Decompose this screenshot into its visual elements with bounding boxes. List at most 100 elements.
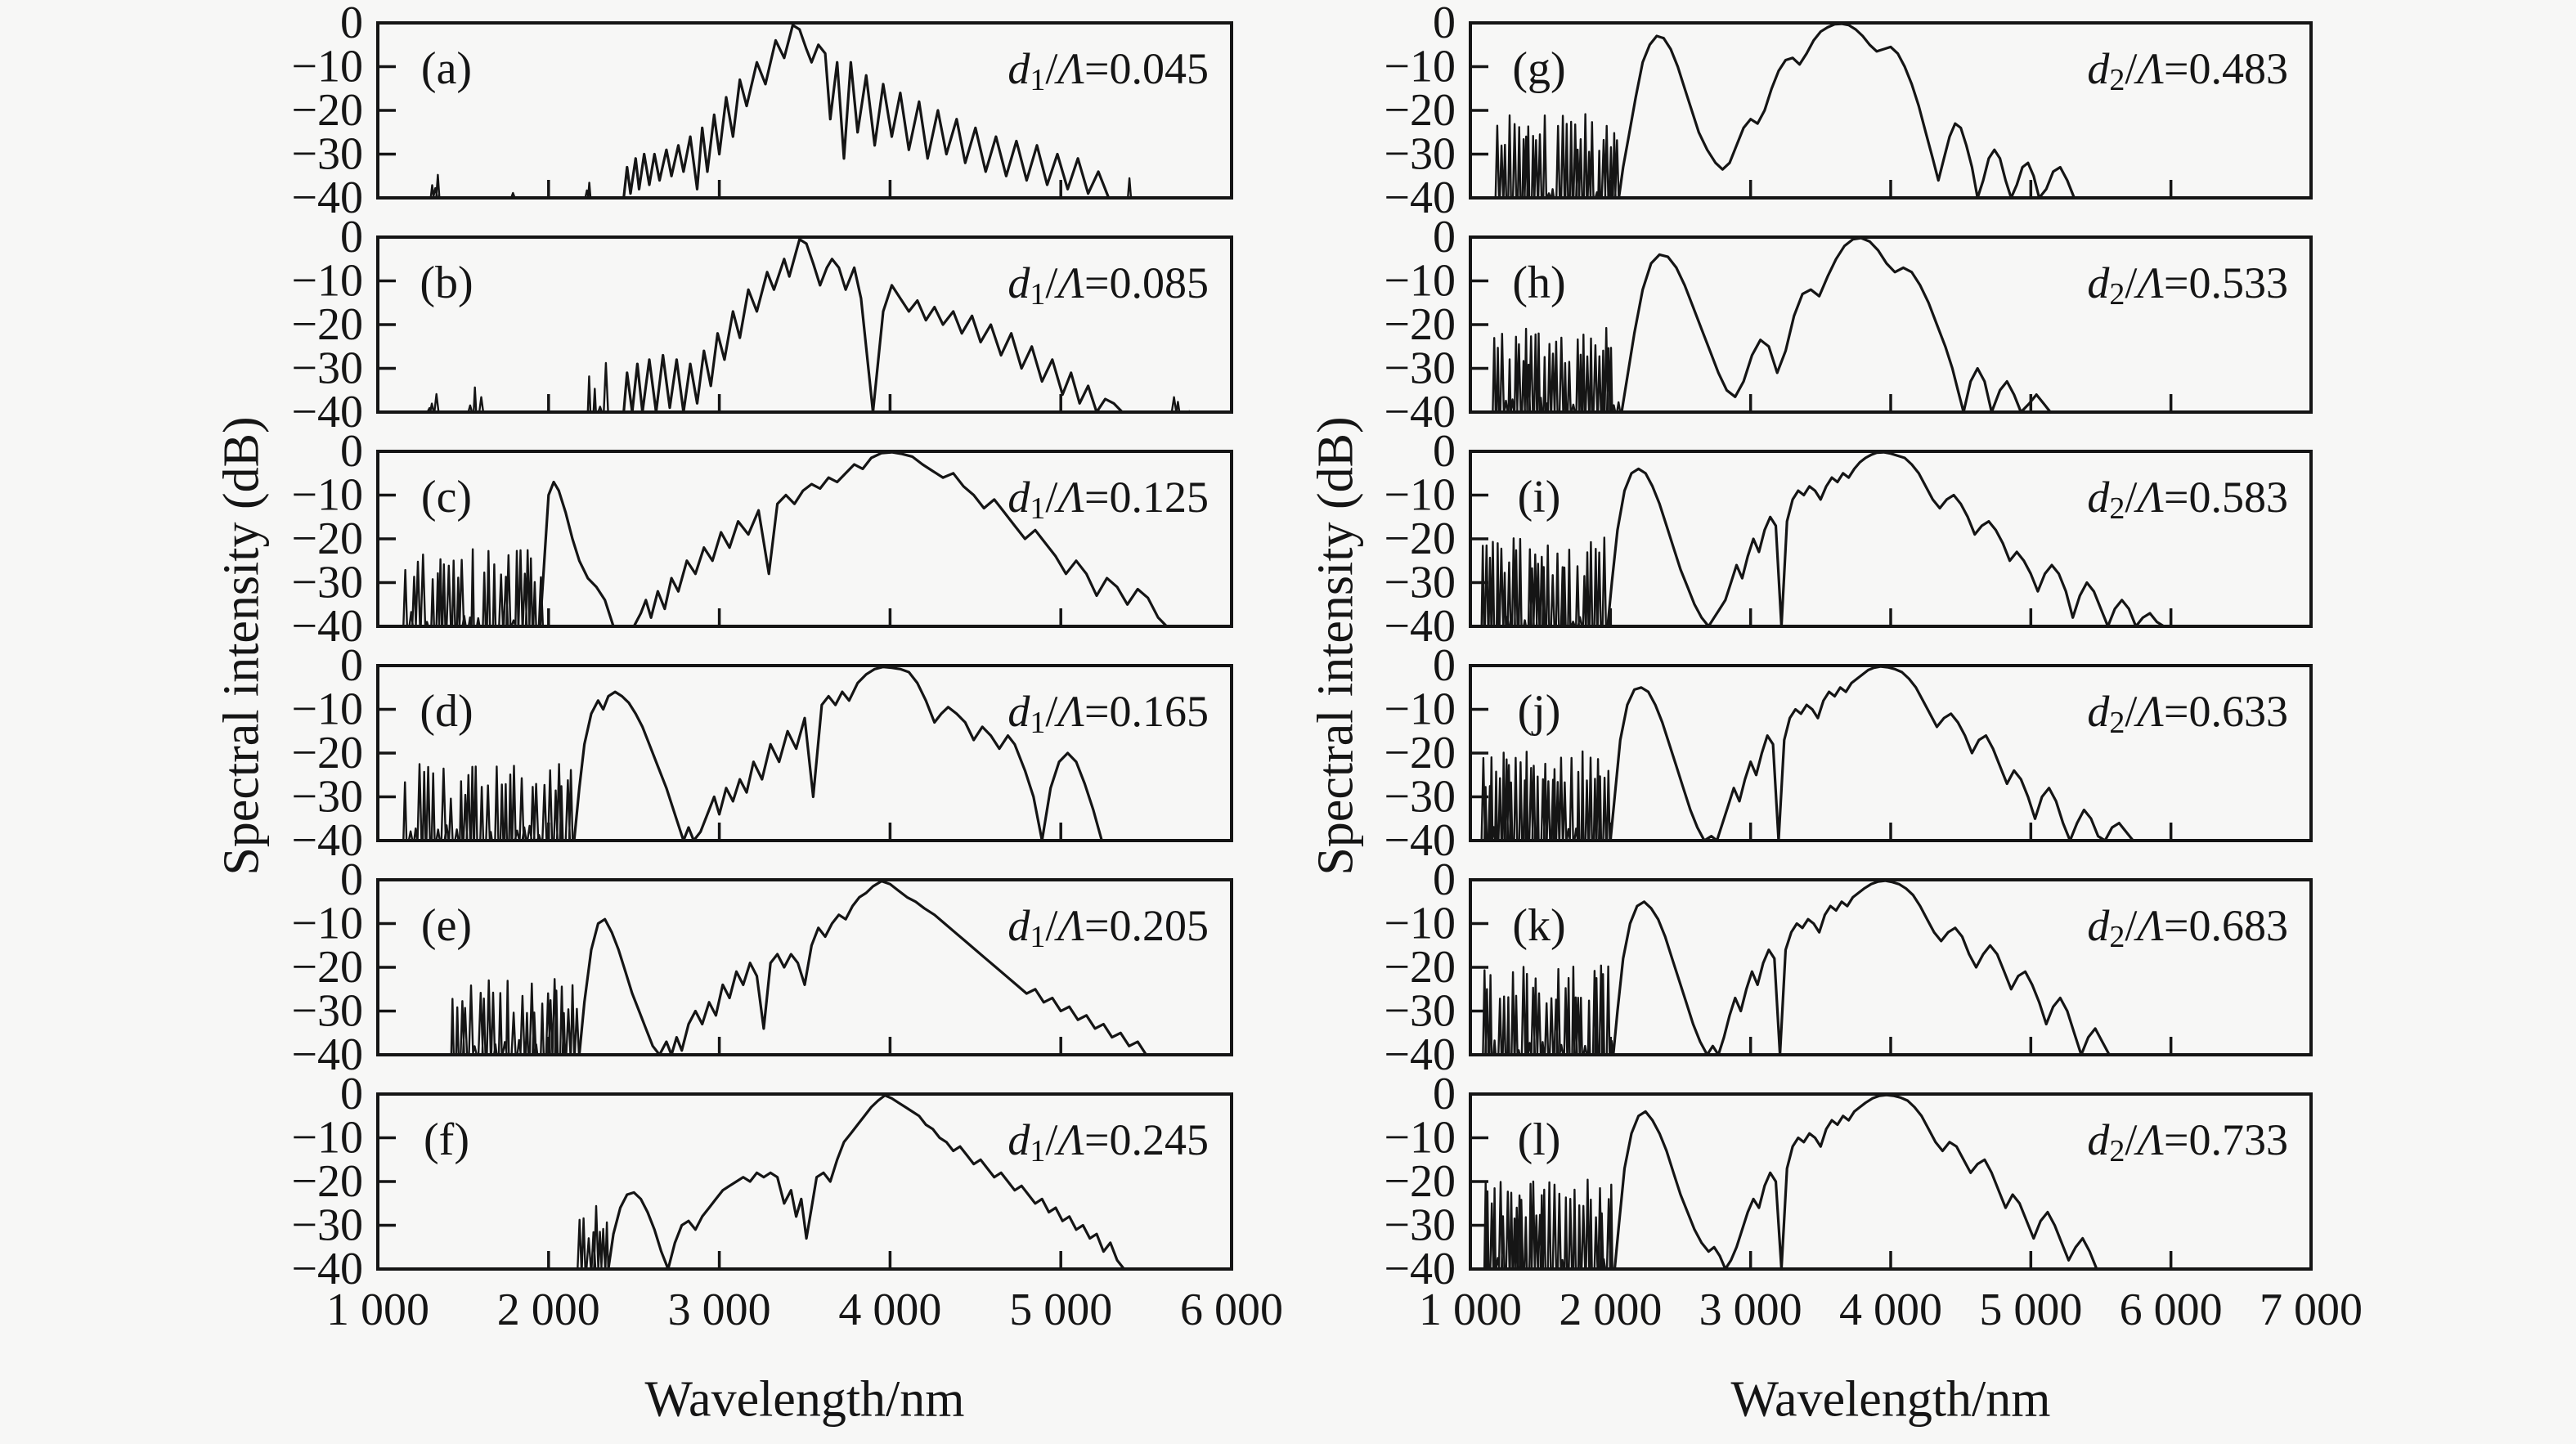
panel-letter: (d) xyxy=(420,686,473,737)
panel-l: 0−10−20−30−40 (l) d2/Λ=0.733 xyxy=(1384,1069,2313,1294)
y-tick-label: −20 xyxy=(1384,85,1456,136)
y-tick-label: −40 xyxy=(1384,173,1456,223)
x-tick-label: 3 000 xyxy=(1699,1285,1802,1335)
spectrum-noise xyxy=(1480,750,1611,841)
x-tick-label: 5 000 xyxy=(1009,1285,1112,1335)
spectrum-noise xyxy=(450,978,581,1056)
x-tick-label: 4 000 xyxy=(838,1285,941,1335)
panel-annotation: d2/Λ=0.533 xyxy=(2087,258,2288,312)
y-tick-label: 0 xyxy=(340,1069,363,1119)
y-tick-label: −10 xyxy=(1384,470,1456,521)
panel-b: 0−10−20−30−40 (b) d1/Λ=0.085 xyxy=(291,212,1233,437)
panel-annotation: d2/Λ=0.583 xyxy=(2087,473,2288,526)
spectrum-curve xyxy=(622,238,1124,414)
y-tick-label: −30 xyxy=(291,772,363,823)
spectrum-curve xyxy=(1606,451,2165,628)
x-tick-label: 2 000 xyxy=(1559,1285,1662,1335)
panel-annotation: d1/Λ=0.245 xyxy=(1008,1115,1209,1168)
panel-letter: (i) xyxy=(1518,472,1561,522)
y-tick-label: −20 xyxy=(1384,1156,1456,1207)
y-tick-label: 0 xyxy=(340,212,363,262)
panel-letter: (l) xyxy=(1518,1114,1561,1165)
y-tick-label: −30 xyxy=(1384,772,1456,823)
panel-letter: (a) xyxy=(421,43,472,94)
spectrum-noise xyxy=(426,361,1192,414)
y-tick-label: −20 xyxy=(1384,728,1456,778)
y-tick-label: −40 xyxy=(1384,1244,1456,1294)
panel-letter: (f) xyxy=(424,1114,469,1165)
x-tick-label: 6 000 xyxy=(1180,1285,1283,1335)
y-tick-label: −30 xyxy=(1384,558,1456,608)
y-tick-label: −10 xyxy=(291,899,363,949)
y-tick-label: −30 xyxy=(291,986,363,1037)
y-tick-label: −10 xyxy=(1384,899,1456,949)
y-tick-label: −20 xyxy=(1384,513,1456,564)
y-tick-label: −10 xyxy=(291,470,363,521)
panel-letter: (g) xyxy=(1512,43,1565,94)
panel-k: 0−10−20−30−40 (k) d2/Λ=0.683 xyxy=(1384,854,2313,1080)
panel-letter: (h) xyxy=(1512,258,1565,308)
panel-f: 0−10−20−30−40 (f) d1/Λ=0.245 xyxy=(291,1069,1233,1294)
panel-h: 0−10−20−30−40 (h) d2/Λ=0.533 xyxy=(1384,212,2313,437)
y-tick-label: −40 xyxy=(291,173,363,223)
y-tick-label: −40 xyxy=(291,601,363,652)
y-axis-label-right: Spectral intensity (dB) xyxy=(1308,416,1364,876)
y-tick-label: −40 xyxy=(1384,601,1456,652)
y-tick-label: −20 xyxy=(291,299,363,350)
y-tick-label: −10 xyxy=(1384,1113,1456,1164)
x-axis-label-right: Wavelength/nm xyxy=(1730,1371,2051,1428)
y-tick-label: 0 xyxy=(340,0,363,48)
panel-annotation: d1/Λ=0.085 xyxy=(1008,258,1209,312)
y-tick-label: 0 xyxy=(1433,212,1456,262)
panel-annotation: d2/Λ=0.483 xyxy=(2087,44,2288,97)
panel-annotation: d2/Λ=0.683 xyxy=(2087,901,2288,954)
x-tick-label: 5 000 xyxy=(1979,1285,2082,1335)
x-tick-label: 3 000 xyxy=(668,1285,771,1335)
y-tick-label: 0 xyxy=(340,640,363,691)
y-tick-label: −10 xyxy=(291,684,363,735)
x-tick-label: 6 000 xyxy=(2120,1285,2223,1335)
panel-annotation: d1/Λ=0.165 xyxy=(1008,687,1209,740)
spectrum-curve xyxy=(622,24,1111,200)
y-tick-label: −10 xyxy=(291,1113,363,1164)
y-tick-label: 0 xyxy=(1433,854,1456,905)
y-tick-label: −40 xyxy=(1384,815,1456,866)
y-tick-label: −40 xyxy=(291,815,363,866)
panel-a: 0−10−20−30−40 (a) d1/Λ=0.045 xyxy=(291,0,1233,223)
panel-letter: (k) xyxy=(1512,900,1565,951)
spectrum-curve xyxy=(1609,665,2134,842)
panel-g: 0−10−20−30−40 (g) d2/Λ=0.483 xyxy=(1384,0,2313,223)
y-tick-label: −30 xyxy=(291,558,363,608)
y-tick-label: −30 xyxy=(1384,1200,1456,1251)
spectrum-noise xyxy=(1483,1178,1613,1270)
spectrum-curve xyxy=(1618,22,2076,200)
x-tick-label: 1 000 xyxy=(1419,1285,1522,1335)
y-tick-label: −40 xyxy=(291,1244,363,1294)
y-tick-label: −40 xyxy=(291,1029,363,1080)
y-tick-label: −10 xyxy=(291,256,363,307)
y-tick-label: −40 xyxy=(1384,1029,1456,1080)
spectrum-curve xyxy=(1613,1093,2098,1271)
panel-c: 0−10−20−30−40 (c) d1/Λ=0.125 xyxy=(291,426,1233,652)
panel-letter: (j) xyxy=(1518,686,1561,737)
y-tick-label: −40 xyxy=(291,387,363,437)
y-tick-label: −30 xyxy=(291,343,363,394)
y-tick-label: −30 xyxy=(1384,343,1456,394)
panel-letter: (e) xyxy=(421,900,472,951)
panel-j: 0−10−20−30−40 (j) d2/Λ=0.633 xyxy=(1384,640,2313,866)
y-tick-label: 0 xyxy=(1433,0,1456,48)
y-tick-label: −10 xyxy=(1384,684,1456,735)
y-tick-label: 0 xyxy=(340,426,363,477)
y-tick-label: 0 xyxy=(1433,640,1456,691)
panel-d: 0−10−20−30−40 (d) d1/Λ=0.165 xyxy=(291,640,1233,866)
y-tick-label: −30 xyxy=(1384,986,1456,1037)
y-tick-label: −30 xyxy=(1384,129,1456,180)
spectrum-curve xyxy=(1612,879,2111,1056)
panel-annotation: d1/Λ=0.125 xyxy=(1008,473,1209,526)
spectrum-curve xyxy=(538,451,1169,628)
panel-letter: (b) xyxy=(420,258,473,308)
panel-i: 0−10−20−30−40 (i) d2/Λ=0.583 xyxy=(1384,426,2313,652)
y-tick-label: −10 xyxy=(1384,42,1456,92)
